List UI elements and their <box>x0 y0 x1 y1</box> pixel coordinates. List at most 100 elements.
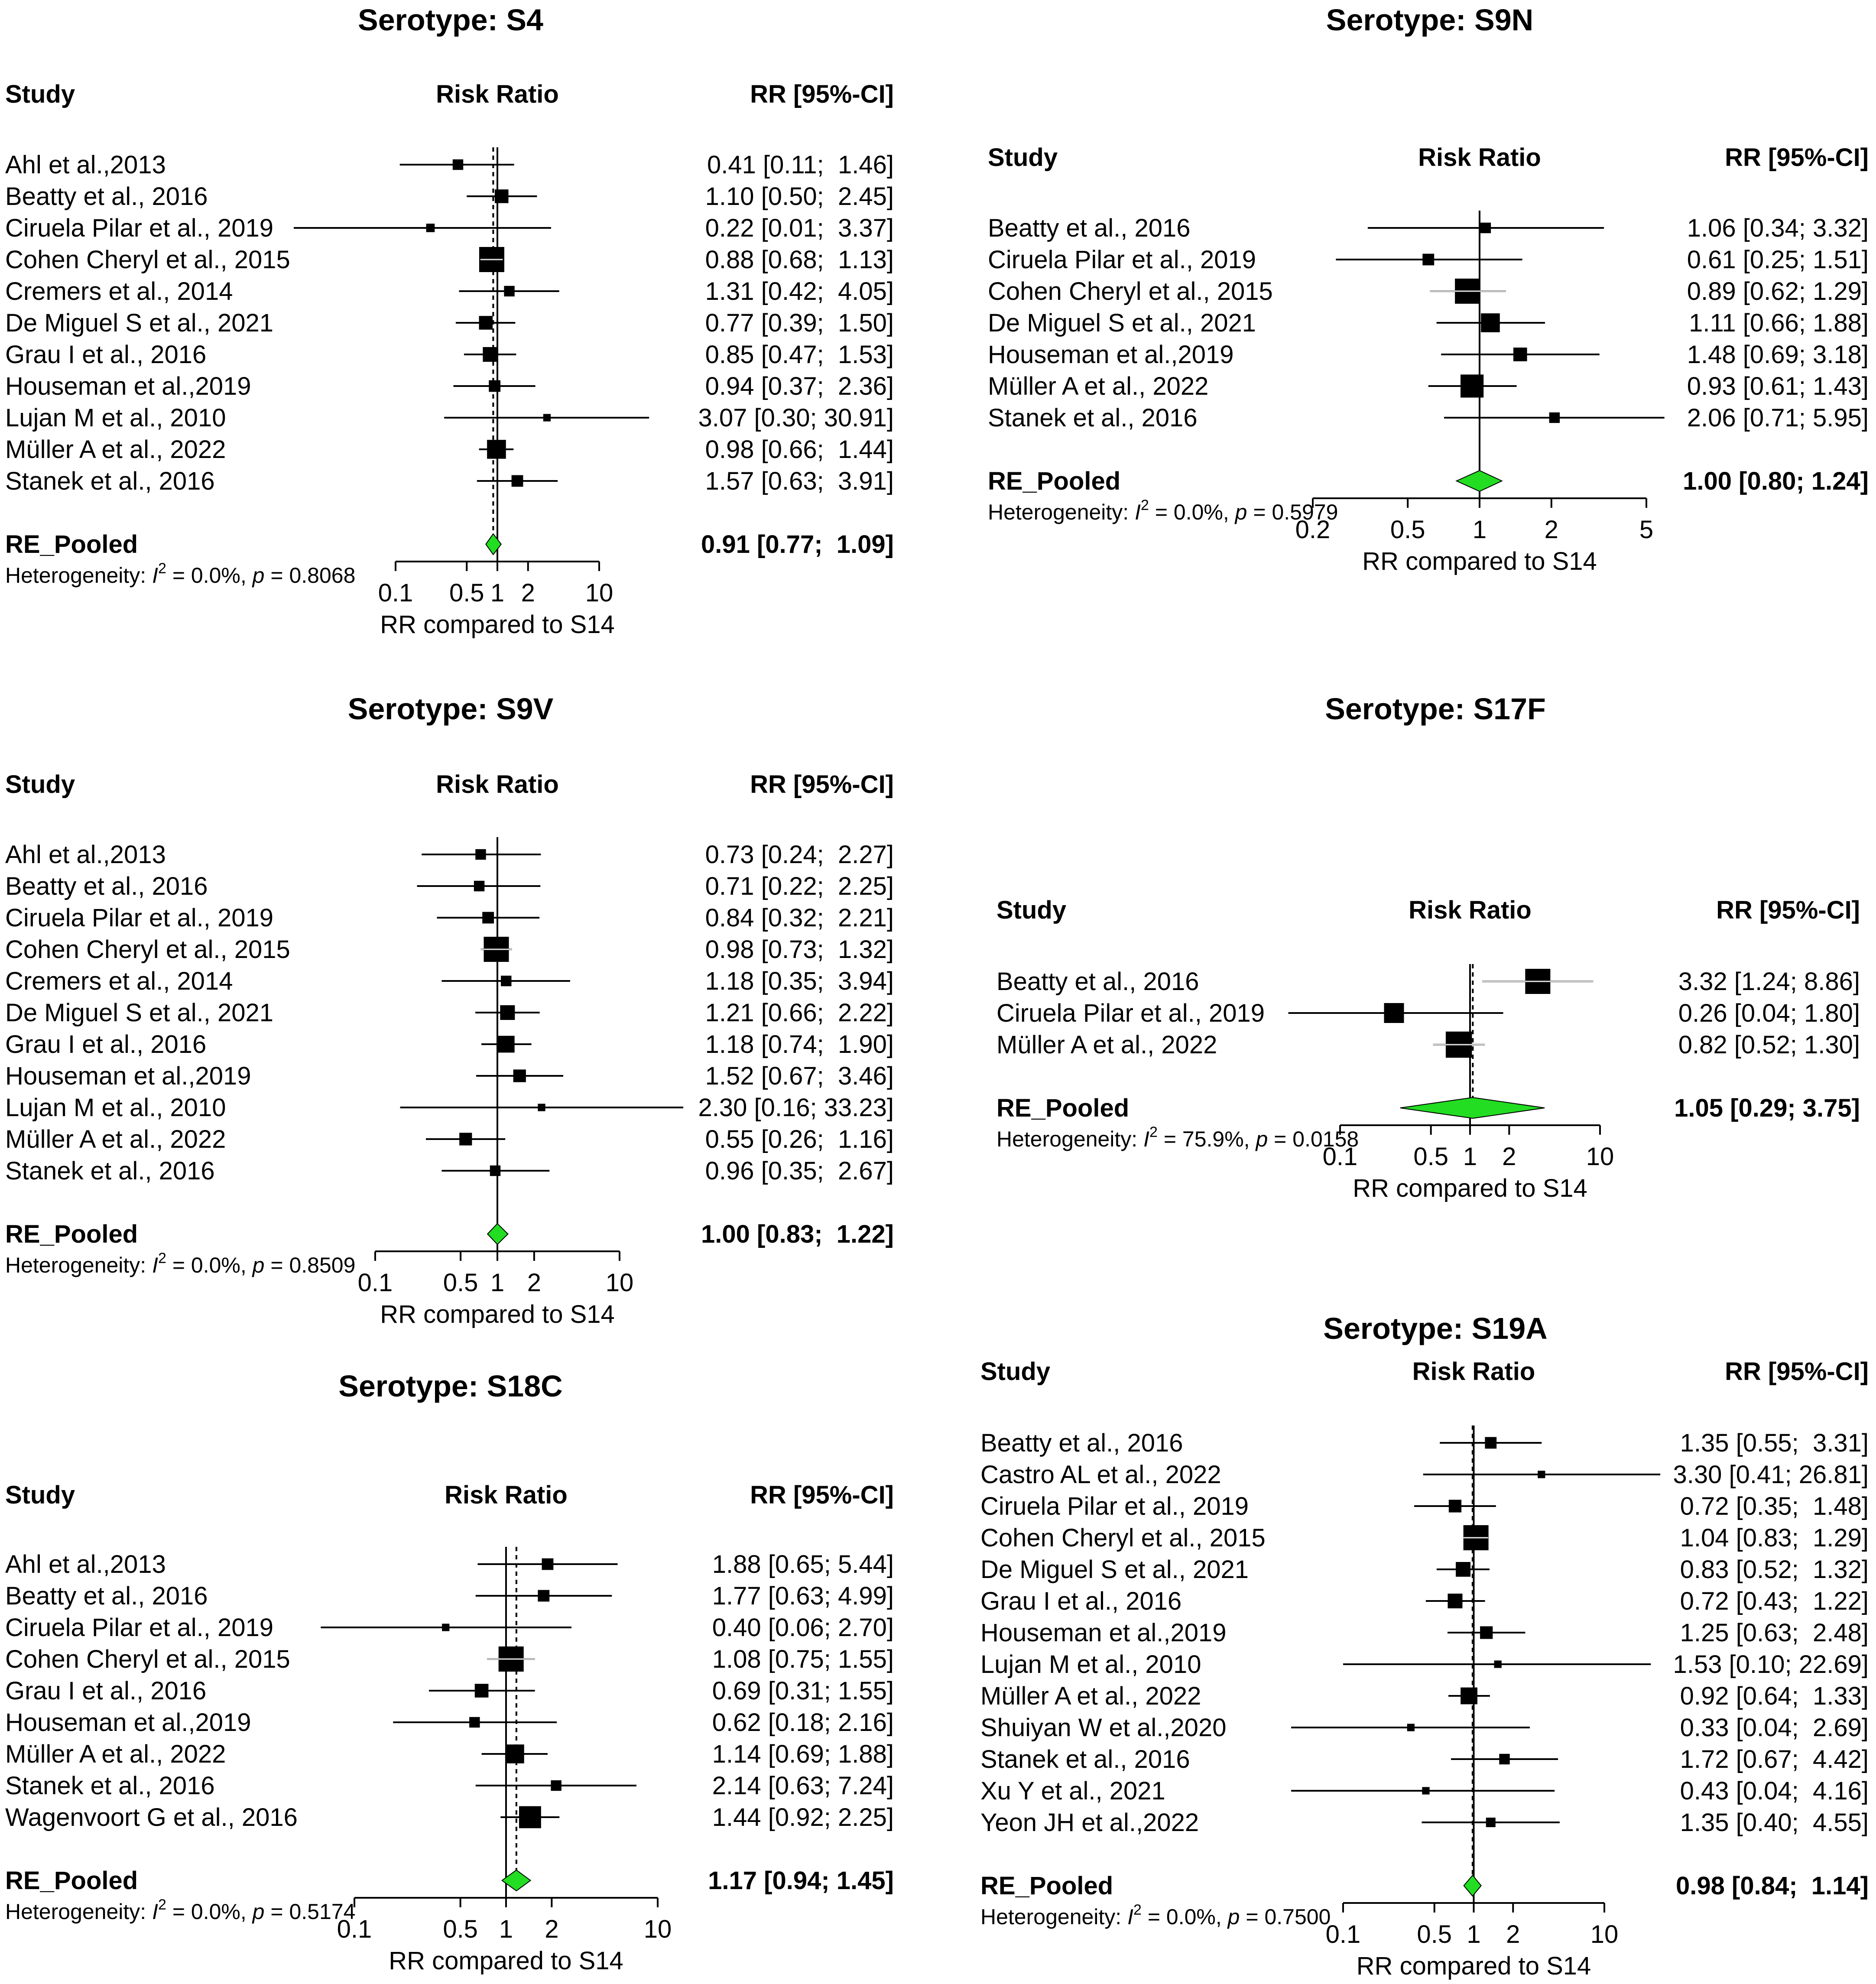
x-axis-label: RR compared to S14 <box>380 610 615 639</box>
heterogeneity-i2-value: = 0.0%, <box>1142 1905 1228 1929</box>
pooled-diamond <box>1400 1097 1545 1119</box>
study-label: Cohen Cheryl et al., 2015 <box>5 246 290 274</box>
pooled-rr-value: 1.00 [0.80; 1.24] <box>1683 467 1869 495</box>
x-axis: 0.2 0.5 1 2 5 RR compared to S14 <box>1295 497 1653 575</box>
study-point-estimate <box>442 1624 450 1631</box>
heterogeneity-prefix: Heterogeneity: <box>996 1127 1143 1151</box>
study-rr-value: 1.35 [0.55; 3.31] <box>1680 1429 1869 1457</box>
study-rr-value: 1.88 [0.65; 5.44] <box>712 1550 894 1578</box>
heterogeneity-prefix: Heterogeneity: <box>988 500 1135 524</box>
study-point-estimate <box>494 189 509 203</box>
heterogeneity-exponent: 2 <box>158 1250 166 1266</box>
x-axis-label: RR compared to S14 <box>1357 1952 1591 1980</box>
heterogeneity-p-symbol: p <box>1227 1905 1240 1929</box>
study-row: Ciruela Pilar et al., 2019 0.72 [0.35; 1.… <box>980 1492 1869 1520</box>
heterogeneity-text: Heterogeneity: I2 = 0.0%, p = 0.8509 <box>5 1250 355 1277</box>
study-row: Cohen Cheryl et al., 2015 1.04 [0.83; 1.2… <box>980 1524 1869 1552</box>
study-label: Grau I et al., 2016 <box>5 1030 206 1059</box>
study-rr-value: 0.92 [0.64; 1.33] <box>1680 1682 1869 1710</box>
study-point-estimate <box>1481 313 1500 332</box>
study-label: Wagenvoort G et al., 2016 <box>5 1803 298 1831</box>
study-label: Xu Y et al., 2021 <box>980 1777 1165 1805</box>
pooled-rr-value: 1.05 [0.29; 3.75] <box>1674 1094 1860 1122</box>
study-row: Ciruela Pilar et al., 2019 0.26 [0.04; 1.… <box>996 999 1860 1027</box>
panel-title: Serotype: S9V <box>348 692 554 726</box>
study-rr-value: 0.22 [0.01; 3.37] <box>705 214 894 242</box>
study-rr-value: 1.35 [0.40; 4.55] <box>1680 1809 1869 1837</box>
study-label: Houseman et al.,2019 <box>980 1619 1226 1647</box>
study-label: Stanek et al., 2016 <box>980 1745 1190 1773</box>
study-point-estimate <box>513 1069 526 1082</box>
study-rr-value: 0.93 [0.61; 1.43] <box>1687 372 1869 400</box>
study-row: Ciruela Pilar et al., 2019 0.84 [0.32; 2.… <box>5 904 894 932</box>
heterogeneity-prefix: Heterogeneity: <box>5 1900 152 1924</box>
study-row: Grau I et al., 2016 0.69 [0.31; 1.55] <box>5 1677 894 1705</box>
x-tick-label: 0.5 <box>1390 516 1425 544</box>
study-label: Müller A et al., 2022 <box>5 1125 226 1153</box>
heterogeneity-p-value: = 0.8068 <box>264 563 355 588</box>
study-label: Stanek et al., 2016 <box>5 1157 215 1185</box>
study-label: Ahl et al.,2013 <box>5 151 166 179</box>
study-rr-value: 2.30 [0.16; 33.23] <box>698 1094 894 1122</box>
heterogeneity-text: Heterogeneity: I2 = 0.0%, p = 0.5979 <box>988 497 1338 524</box>
study-row: Stanek et al., 2016 1.72 [0.67; 4.42] <box>980 1745 1869 1773</box>
study-row: Yeon JH et al.,2022 1.35 [0.40; 4.55] <box>980 1809 1869 1837</box>
pooled-label: RE_Pooled <box>996 1094 1129 1122</box>
x-axis-label: RR compared to S14 <box>1353 1174 1587 1202</box>
forest-panel-4: Serotype: S17F Study Risk Ratio RR [95%-CI]… <box>996 692 1860 1202</box>
study-rr-value: 1.72 [0.67; 4.42] <box>1680 1745 1869 1773</box>
x-tick-label: 0.5 <box>1417 1920 1452 1948</box>
study-label: Stanek et al., 2016 <box>5 1772 215 1800</box>
column-header-study: Study <box>5 1481 75 1509</box>
x-axis-label: RR compared to S14 <box>380 1300 615 1328</box>
study-rr-value: 3.07 [0.30; 30.91] <box>698 404 894 432</box>
study-point-estimate <box>1422 253 1435 266</box>
study-label: Shuiyan W et al.,2020 <box>980 1714 1226 1742</box>
heterogeneity-text: Heterogeneity: I2 = 0.0%, p = 0.8068 <box>5 560 355 588</box>
study-label: Beatty et al., 2016 <box>5 1582 208 1610</box>
study-label: Beatty et al., 2016 <box>5 872 208 900</box>
study-label: Houseman et al.,2019 <box>5 372 251 400</box>
x-tick-label: 2 <box>527 1269 541 1297</box>
study-row: Cohen Cheryl et al., 2015 0.89 [0.62; 1.2… <box>988 277 1869 305</box>
x-tick-label: 1 <box>499 1915 513 1943</box>
heterogeneity-i-symbol: I <box>152 563 158 588</box>
study-label: Müller A et al., 2022 <box>980 1682 1201 1710</box>
study-point-estimate <box>519 1806 541 1828</box>
study-rr-value: 1.11 [0.66; 1.88] <box>1689 309 1869 337</box>
x-tick-label: 1 <box>490 1269 504 1297</box>
study-label: De Miguel S et al., 2021 <box>5 309 273 337</box>
panel-title: Serotype: S19A <box>1323 1312 1547 1345</box>
panel-title: Serotype: S9N <box>1326 3 1533 37</box>
pooled-row: RE_Pooled 0.91 [0.77; 1.09] <box>5 530 894 559</box>
study-row: Ahl et al.,2013 1.88 [0.65; 5.44] <box>5 1550 894 1578</box>
column-header-study: Study <box>5 80 75 108</box>
study-label: Grau I et al., 2016 <box>5 1677 206 1705</box>
column-header-rr-ci: RR [95%-CI] <box>1716 896 1860 924</box>
column-header-study: Study <box>5 770 75 799</box>
study-label: Houseman et al.,2019 <box>988 341 1233 369</box>
study-point-estimate <box>1538 1471 1545 1478</box>
study-point-estimate <box>1384 1003 1404 1023</box>
study-rr-value: 0.33 [0.04; 2.69] <box>1680 1714 1869 1742</box>
study-rr-value: 0.41 [0.11; 1.46] <box>707 151 894 179</box>
study-rr-value: 1.06 [0.34; 3.32] <box>1687 214 1869 242</box>
study-label: Ciruela Pilar et al., 2019 <box>5 904 273 932</box>
pooled-rr-value: 1.00 [0.83; 1.22] <box>701 1220 894 1248</box>
study-label: Beatty et al., 2016 <box>5 182 208 211</box>
pooled-label: RE_Pooled <box>5 1867 138 1895</box>
x-tick-label: 0.5 <box>449 579 484 607</box>
pooled-row: RE_Pooled 0.98 [0.84; 1.14] <box>980 1872 1869 1900</box>
study-point-estimate <box>1461 374 1484 398</box>
study-row: Ahl et al.,2013 0.41 [0.11; 1.46] <box>5 151 894 179</box>
study-row: Houseman et al.,2019 1.52 [0.67; 3.46] <box>5 1062 894 1090</box>
study-label: Müller A et al., 2022 <box>5 1740 226 1768</box>
study-row: Lujan M et al., 2010 2.30 [0.16; 33.23] <box>5 1094 894 1122</box>
heterogeneity-exponent: 2 <box>158 1896 166 1913</box>
heterogeneity-exponent: 2 <box>158 560 166 577</box>
heterogeneity-prefix: Heterogeneity: <box>980 1905 1127 1929</box>
